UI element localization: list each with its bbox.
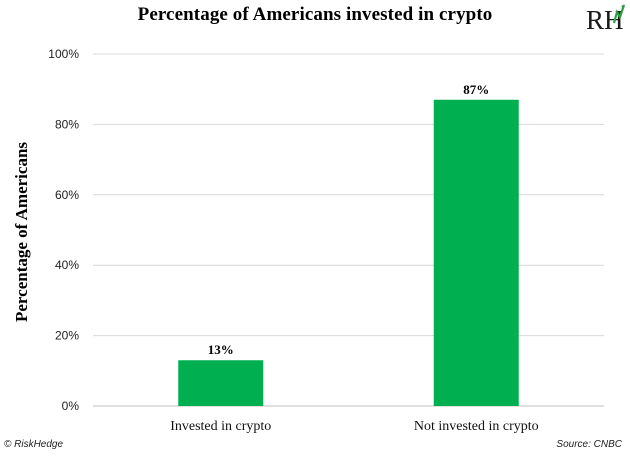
logo-letters: RH bbox=[586, 5, 624, 35]
y-tick-label: 80% bbox=[55, 117, 79, 131]
y-tick-label: 100% bbox=[48, 47, 79, 61]
x-tick-label: Not invested in crypto bbox=[414, 419, 539, 434]
y-tick-label: 0% bbox=[62, 399, 80, 413]
copyright-text: © RiskHedge bbox=[4, 439, 64, 450]
y-tick-label: 60% bbox=[55, 188, 79, 202]
chart-title: Percentage of Americans invested in cryp… bbox=[137, 4, 493, 25]
y-axis-label: Percentage of Americans bbox=[12, 142, 31, 322]
data-label: 87% bbox=[463, 82, 489, 97]
source-text: Source: CNBC bbox=[556, 439, 622, 450]
bars bbox=[178, 99, 519, 406]
y-tick-label: 40% bbox=[55, 258, 79, 272]
bar bbox=[178, 360, 264, 406]
x-tick-label: Invested in crypto bbox=[170, 419, 271, 434]
data-label: 13% bbox=[208, 342, 234, 357]
y-tick-label: 20% bbox=[55, 329, 79, 343]
riskhedge-logo: RH bbox=[586, 4, 626, 35]
bar bbox=[433, 99, 519, 406]
grid-lines bbox=[93, 53, 604, 407]
logo-arrow-icon bbox=[612, 4, 626, 24]
